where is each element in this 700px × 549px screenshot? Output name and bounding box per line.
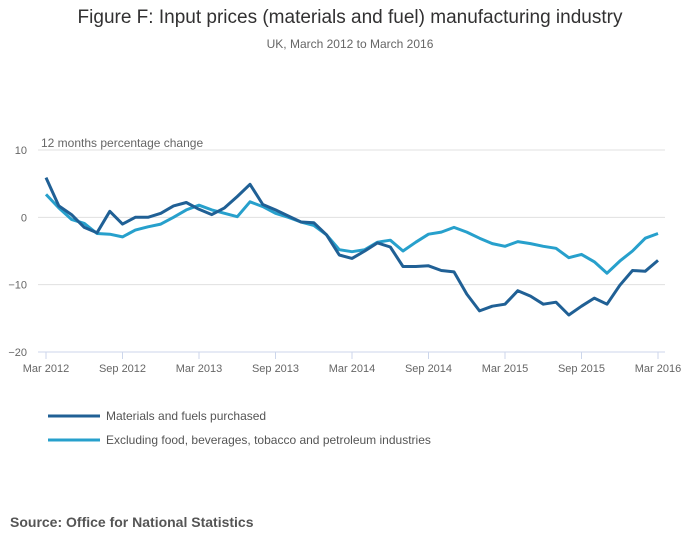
source-note: Source: Office for National Statistics [10, 514, 254, 530]
chart-svg: 12 months percentage change 10 0 −10 −20 Mar… [8, 136, 681, 447]
x-tick-label: Sep 2015 [558, 363, 605, 375]
y-tick-label: −10 [8, 280, 27, 292]
x-tick-label: Mar 2016 [635, 363, 681, 375]
x-tick-label: Mar 2013 [176, 363, 222, 375]
x-tick-label: Mar 2015 [482, 363, 528, 375]
x-tick-label: Mar 2014 [329, 363, 375, 375]
x-tick-label: Sep 2014 [405, 363, 452, 375]
y-tick-label: 10 [15, 145, 27, 157]
series-line [44, 176, 659, 317]
x-tick-label: Sep 2012 [99, 363, 146, 375]
x-tick-label: Mar 2012 [23, 363, 69, 375]
chart-title: Figure F: Input prices (materials and fu… [77, 7, 623, 28]
y-tick-label: 0 [21, 212, 27, 224]
legend-label: Materials and fuels purchased [106, 409, 266, 423]
legend-label: Excluding food, beverages, tobacco and p… [106, 433, 431, 447]
x-tick-label: Sep 2013 [252, 363, 299, 375]
chart-subtitle: UK, March 2012 to March 2016 [266, 37, 434, 51]
y-axis-label: 12 months percentage change [41, 136, 203, 150]
series-line [44, 193, 659, 275]
y-tick-label: −20 [8, 347, 27, 359]
